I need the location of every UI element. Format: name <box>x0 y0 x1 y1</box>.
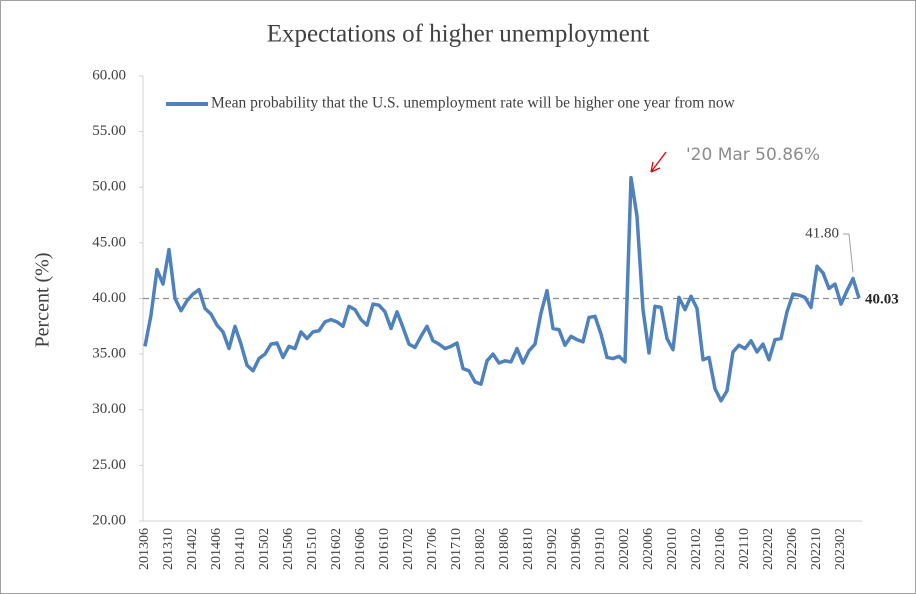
x-tick-label: 202206 <box>785 528 800 570</box>
x-tick-label: 202102 <box>689 528 704 570</box>
x-tick-label: 202002 <box>617 528 632 570</box>
x-tick-label: 202302 <box>833 528 848 570</box>
x-tick-label: 202106 <box>713 528 728 570</box>
x-tick-label: 201506 <box>281 528 296 570</box>
value-label: 40.03 <box>865 292 899 308</box>
x-tick-label: 202006 <box>641 528 656 570</box>
y-tick-label: 35.00 <box>92 346 126 362</box>
x-tick-label: 201906 <box>569 528 584 570</box>
y-tick-label: 50.00 <box>92 179 126 195</box>
x-tick-label: 201310 <box>161 528 176 570</box>
x-tick-label: 202210 <box>809 528 824 570</box>
x-tick-label: 201410 <box>233 528 248 570</box>
x-tick-label: 201810 <box>521 528 536 570</box>
chart-title: Expectations of higher unemployment <box>267 21 650 48</box>
y-tick-label: 60.00 <box>92 67 126 83</box>
x-tick-label: 201602 <box>329 528 344 570</box>
x-tick-label: 201402 <box>185 528 200 570</box>
x-tick-label: 201706 <box>425 528 440 570</box>
value-label: 41.80 <box>805 225 839 241</box>
y-tick-label: 30.00 <box>92 401 126 417</box>
series-line <box>143 175 861 403</box>
x-tick-label: 201606 <box>353 528 368 570</box>
x-tick-label: 201802 <box>473 528 488 570</box>
annotation-arrowhead <box>650 161 661 173</box>
x-tick-label: 202010 <box>665 528 680 570</box>
x-tick-label: 202110 <box>737 528 752 569</box>
y-tick-label: 40.00 <box>92 290 126 306</box>
annotation-arrow <box>650 151 667 173</box>
y-axis-label: Percent (%) <box>32 253 54 348</box>
leader-line <box>848 233 854 273</box>
y-tick-label: 25.00 <box>92 457 126 473</box>
x-tick-label: 201710 <box>449 528 464 570</box>
legend-label: Mean probability that the U.S. unemploym… <box>211 95 736 112</box>
annotation: '20 Mar 50.86% <box>686 145 820 165</box>
x-tick-label: 202202 <box>761 528 776 570</box>
y-tick-label: 45.00 <box>92 234 126 250</box>
x-tick-label: 201510 <box>305 528 320 570</box>
x-tick-label: 201702 <box>401 528 416 570</box>
x-tick-label: 201610 <box>377 528 392 570</box>
x-tick-label: 201502 <box>257 528 272 570</box>
y-tick-label: 20.00 <box>92 512 126 528</box>
x-tick-label: 201902 <box>545 528 560 570</box>
x-tick-label: 201406 <box>209 528 224 570</box>
y-tick-label: 55.00 <box>92 123 126 139</box>
x-tick-label: 201306 <box>137 528 152 570</box>
x-tick-label: 201910 <box>593 528 608 570</box>
x-tick-label: 201806 <box>497 528 512 570</box>
